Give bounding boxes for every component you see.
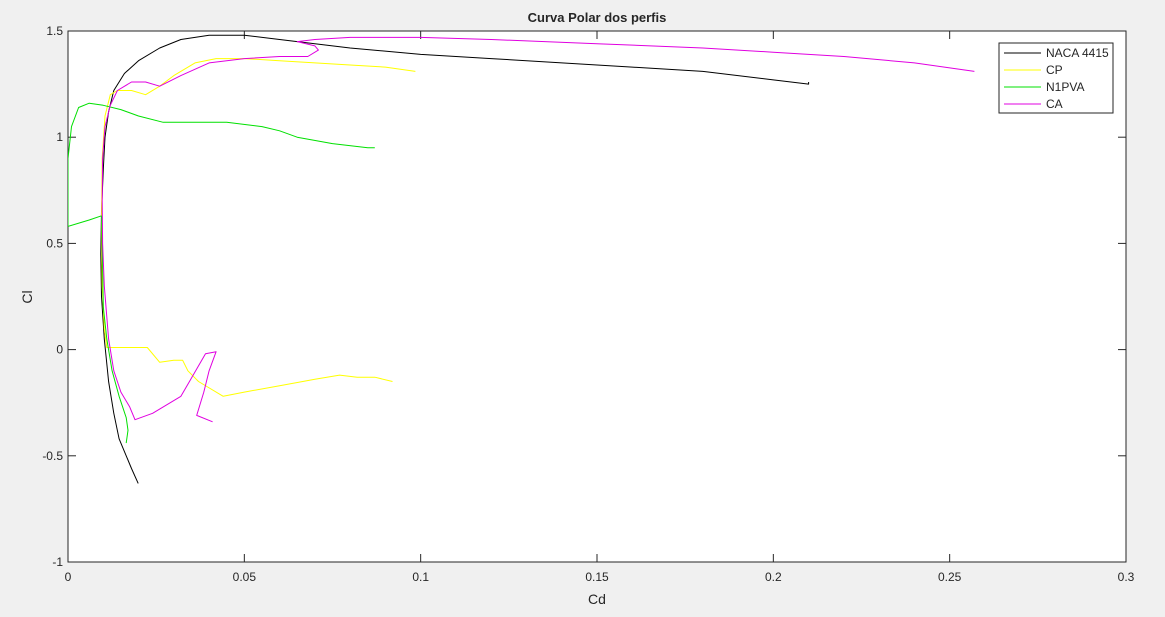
series-line-cp xyxy=(101,58,416,397)
y-tick-label: 0 xyxy=(56,343,63,357)
series-line-n1pva-segment xyxy=(101,215,129,444)
legend-label-cp: CP xyxy=(1046,63,1063,77)
x-tick-label: 0 xyxy=(65,570,72,584)
y-axis-ticks: -1 -0.5 0 0.5 1 1.5 xyxy=(42,24,1126,569)
y-axis-label: Cl xyxy=(19,290,35,303)
x-tick-label: 0.15 xyxy=(585,570,609,584)
x-axis-ticks: 0 0.05 0.1 0.15 0.2 0.25 0.3 xyxy=(65,31,1135,584)
legend-box xyxy=(998,42,1114,114)
x-tick-label: 0.1 xyxy=(412,570,429,584)
legend-label-n1pva: N1PVA xyxy=(1046,80,1084,94)
x-tick-label: 0.25 xyxy=(938,570,962,584)
x-tick-label: 0.05 xyxy=(233,570,257,584)
x-tick-label: 0.2 xyxy=(765,570,782,584)
y-tick-label: -1 xyxy=(52,555,63,569)
plot-area xyxy=(67,30,1127,563)
series-line-naca-4415 xyxy=(100,34,810,484)
series-line-n1pva-segment xyxy=(68,215,102,227)
chart-title: Curva Polar dos perfis xyxy=(528,10,667,25)
legend-label-naca-4415: NACA 4415 xyxy=(1046,46,1109,60)
x-tick-label: 0.3 xyxy=(1118,570,1135,584)
legend: NACA 4415 CP N1PVA CA xyxy=(998,42,1114,114)
y-tick-label: 1 xyxy=(56,130,63,144)
y-tick-label: 0.5 xyxy=(46,236,63,250)
legend-label-ca: CA xyxy=(1046,97,1063,111)
series-line-n1pva xyxy=(68,102,375,227)
series-line-ca xyxy=(101,36,975,423)
y-tick-label: -0.5 xyxy=(42,449,63,463)
series-layer xyxy=(68,34,975,484)
y-tick-label: 1.5 xyxy=(46,24,63,38)
x-axis-label: Cd xyxy=(588,591,606,607)
